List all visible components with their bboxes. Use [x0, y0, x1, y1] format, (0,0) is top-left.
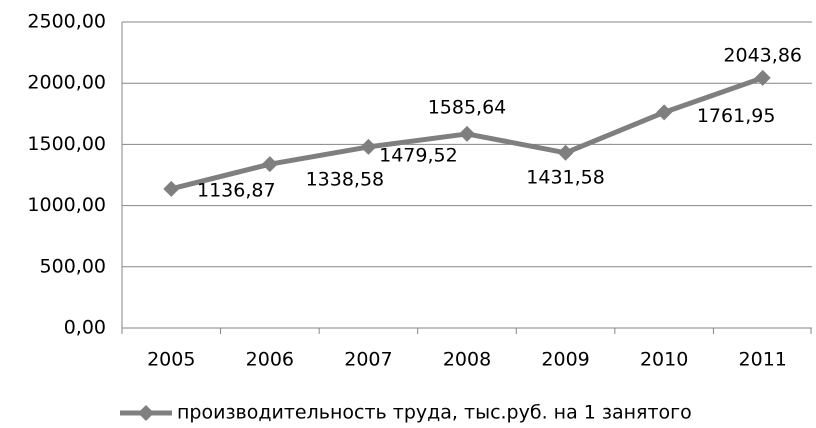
- data-point: [754, 69, 771, 86]
- x-tick-label: 2006: [246, 349, 294, 371]
- x-tick-label: 2009: [541, 349, 589, 371]
- x-tick-label: 2010: [640, 349, 688, 371]
- y-tick-label: 500,00: [40, 255, 106, 277]
- x-tick-label: 2011: [739, 349, 787, 371]
- data-point: [656, 104, 673, 121]
- y-tick-label: 2500,00: [27, 11, 106, 33]
- x-tick-label: 2005: [147, 349, 195, 371]
- legend-label: производительность труда, тыс.руб. на 1 …: [177, 402, 692, 424]
- data-point: [459, 125, 475, 142]
- y-tick-label: 0,00: [64, 317, 106, 339]
- data-point: [261, 156, 278, 173]
- data-point: [163, 180, 180, 197]
- x-tick-label: 2008: [443, 349, 491, 371]
- y-tick-label: 1000,00: [27, 194, 106, 216]
- y-tick-label: 1500,00: [27, 133, 106, 155]
- data-label: 1479,52: [379, 144, 458, 166]
- data-label: 1136,87: [197, 179, 276, 201]
- data-label: 1761,95: [697, 105, 776, 127]
- y-tick-label: 2000,00: [27, 72, 106, 94]
- data-point: [360, 138, 377, 155]
- data-label: 2043,86: [723, 44, 802, 66]
- data-label: 1431,58: [526, 166, 605, 188]
- data-label: 1585,64: [428, 96, 507, 118]
- x-tick-label: 2007: [344, 349, 392, 371]
- data-label: 1338,58: [306, 169, 385, 191]
- legend-marker: [138, 405, 154, 421]
- data-point: [557, 144, 574, 161]
